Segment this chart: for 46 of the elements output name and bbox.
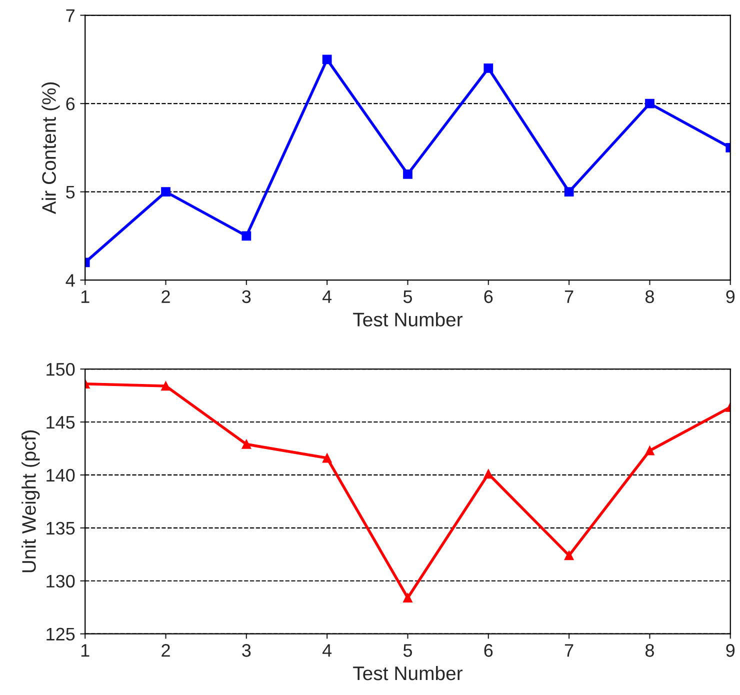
y-tick-label: 5	[66, 186, 75, 199]
point	[242, 231, 252, 241]
point	[161, 187, 170, 197]
x-tick-label: 5	[403, 644, 412, 657]
y-tick-label: 145	[46, 416, 75, 429]
x-tick-label: 1	[81, 290, 90, 303]
x-tick-label: 4	[322, 644, 332, 657]
point	[403, 593, 412, 603]
y-tick-label: 125	[46, 628, 75, 641]
x-tick-label: 8	[645, 290, 654, 304]
x-tick-label: 3	[242, 290, 251, 304]
x-tick-label: 2	[162, 290, 170, 303]
point	[322, 54, 332, 64]
point	[645, 98, 654, 108]
point	[242, 440, 252, 449]
point	[403, 169, 412, 179]
point	[484, 469, 494, 479]
x-tick-label: 9	[726, 644, 735, 657]
point	[645, 446, 654, 456]
y-tick-label: 130	[46, 574, 75, 588]
y-axis-title: Air Content (%)	[42, 82, 60, 214]
x-tick-label: 6	[484, 290, 493, 304]
x-tick-label: 7	[564, 644, 574, 657]
point	[484, 64, 494, 73]
point	[322, 453, 332, 463]
y-tick-label: 4	[66, 274, 75, 287]
y-axis-title: Unit Weight (pcf)	[22, 430, 40, 572]
x-tick-label: 3	[242, 644, 251, 657]
y-tick-label: 7	[66, 9, 74, 22]
x-axis-title: Test Number	[353, 666, 463, 680]
point	[564, 187, 574, 197]
y-tick-label: 6	[66, 97, 75, 110]
x-tick-label: 8	[645, 644, 654, 657]
x-tick-label: 5	[403, 290, 412, 304]
x-tick-label: 7	[564, 290, 574, 303]
x-axis-title: Test Number	[353, 312, 463, 326]
point	[161, 381, 170, 391]
x-tick-label: 6	[484, 644, 493, 657]
y-tick-label: 135	[46, 522, 75, 535]
x-tick-label: 2	[162, 644, 170, 657]
y-tick-label: 150	[46, 362, 75, 376]
y-tick-label: 140	[46, 468, 75, 482]
x-tick-label: 4	[322, 290, 332, 303]
x-tick-label: 9	[726, 290, 735, 304]
x-tick-label: 1	[81, 644, 90, 657]
point	[564, 550, 574, 560]
